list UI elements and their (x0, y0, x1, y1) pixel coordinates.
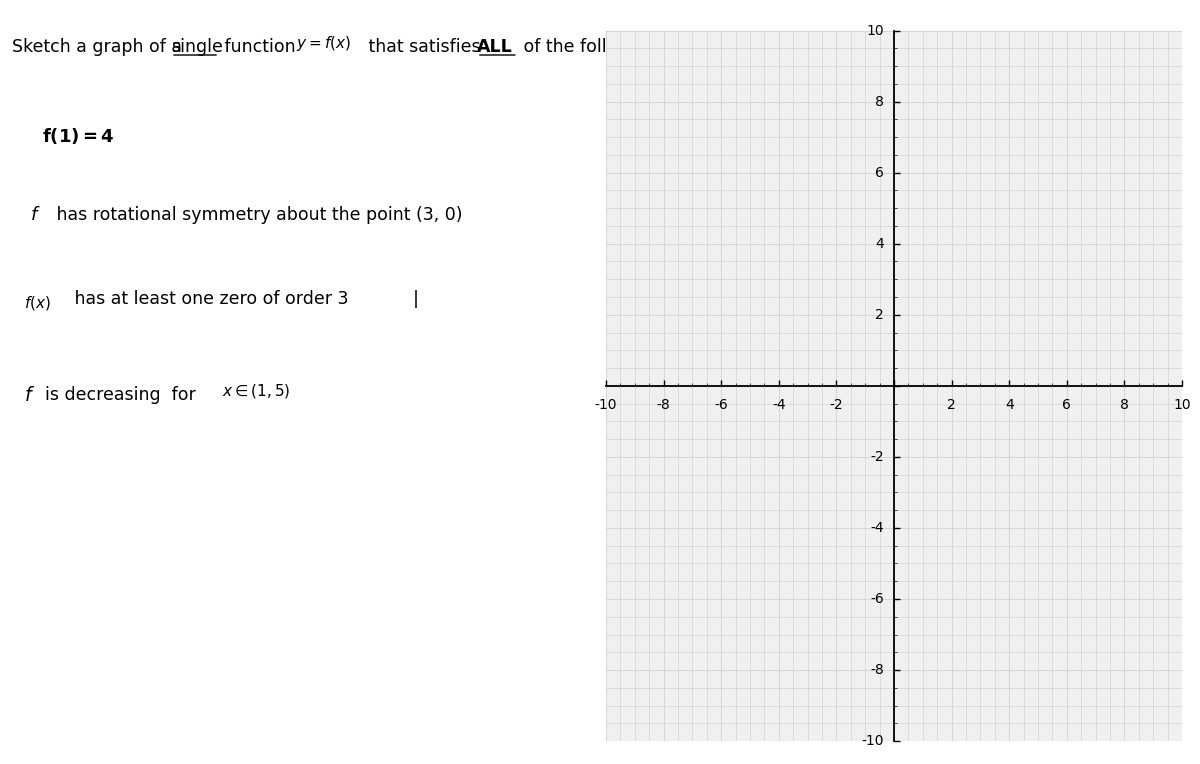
Text: $x \in (1,5)$: $x \in (1,5)$ (222, 382, 290, 400)
Text: $\mathbf{f(1) = 4}$: $\mathbf{f(1) = 4}$ (42, 126, 114, 146)
Text: -2: -2 (829, 398, 844, 413)
Text: -4: -4 (870, 521, 884, 535)
Text: 10: 10 (1174, 398, 1190, 413)
Text: -10: -10 (595, 398, 617, 413)
Text: of the following conditions:: of the following conditions: (518, 38, 760, 57)
Text: -4: -4 (772, 398, 786, 413)
Text: that satisfies: that satisfies (364, 38, 486, 57)
Text: $f$: $f$ (24, 386, 35, 405)
Text: is decreasing  for: is decreasing for (46, 386, 202, 404)
Text: has rotational symmetry about the point (3, 0): has rotational symmetry about the point … (52, 206, 462, 225)
Text: 2: 2 (947, 398, 956, 413)
Text: 6: 6 (1062, 398, 1072, 413)
Text: function: function (220, 38, 301, 57)
Text: $f$: $f$ (30, 206, 41, 225)
Text: 4: 4 (1004, 398, 1014, 413)
Text: 4: 4 (875, 237, 884, 251)
Text: -8: -8 (656, 398, 671, 413)
Text: -6: -6 (714, 398, 728, 413)
Text: $y = f(x)$: $y = f(x)$ (296, 34, 350, 53)
Text: 8: 8 (1120, 398, 1129, 413)
Text: -10: -10 (862, 734, 884, 748)
Text: -6: -6 (870, 592, 884, 606)
Text: ALL: ALL (478, 38, 512, 57)
Text: |: | (413, 290, 419, 309)
Text: has at least one zero of order 3: has at least one zero of order 3 (70, 290, 348, 309)
Text: 10: 10 (866, 24, 884, 37)
Text: single: single (170, 38, 223, 57)
Text: 6: 6 (875, 166, 884, 180)
Text: $f(x)$: $f(x)$ (24, 294, 50, 312)
Text: -8: -8 (870, 663, 884, 677)
Text: Sketch a graph of a: Sketch a graph of a (12, 38, 187, 57)
Text: -2: -2 (870, 450, 884, 464)
Text: 8: 8 (875, 95, 884, 108)
Text: 2: 2 (875, 308, 884, 322)
